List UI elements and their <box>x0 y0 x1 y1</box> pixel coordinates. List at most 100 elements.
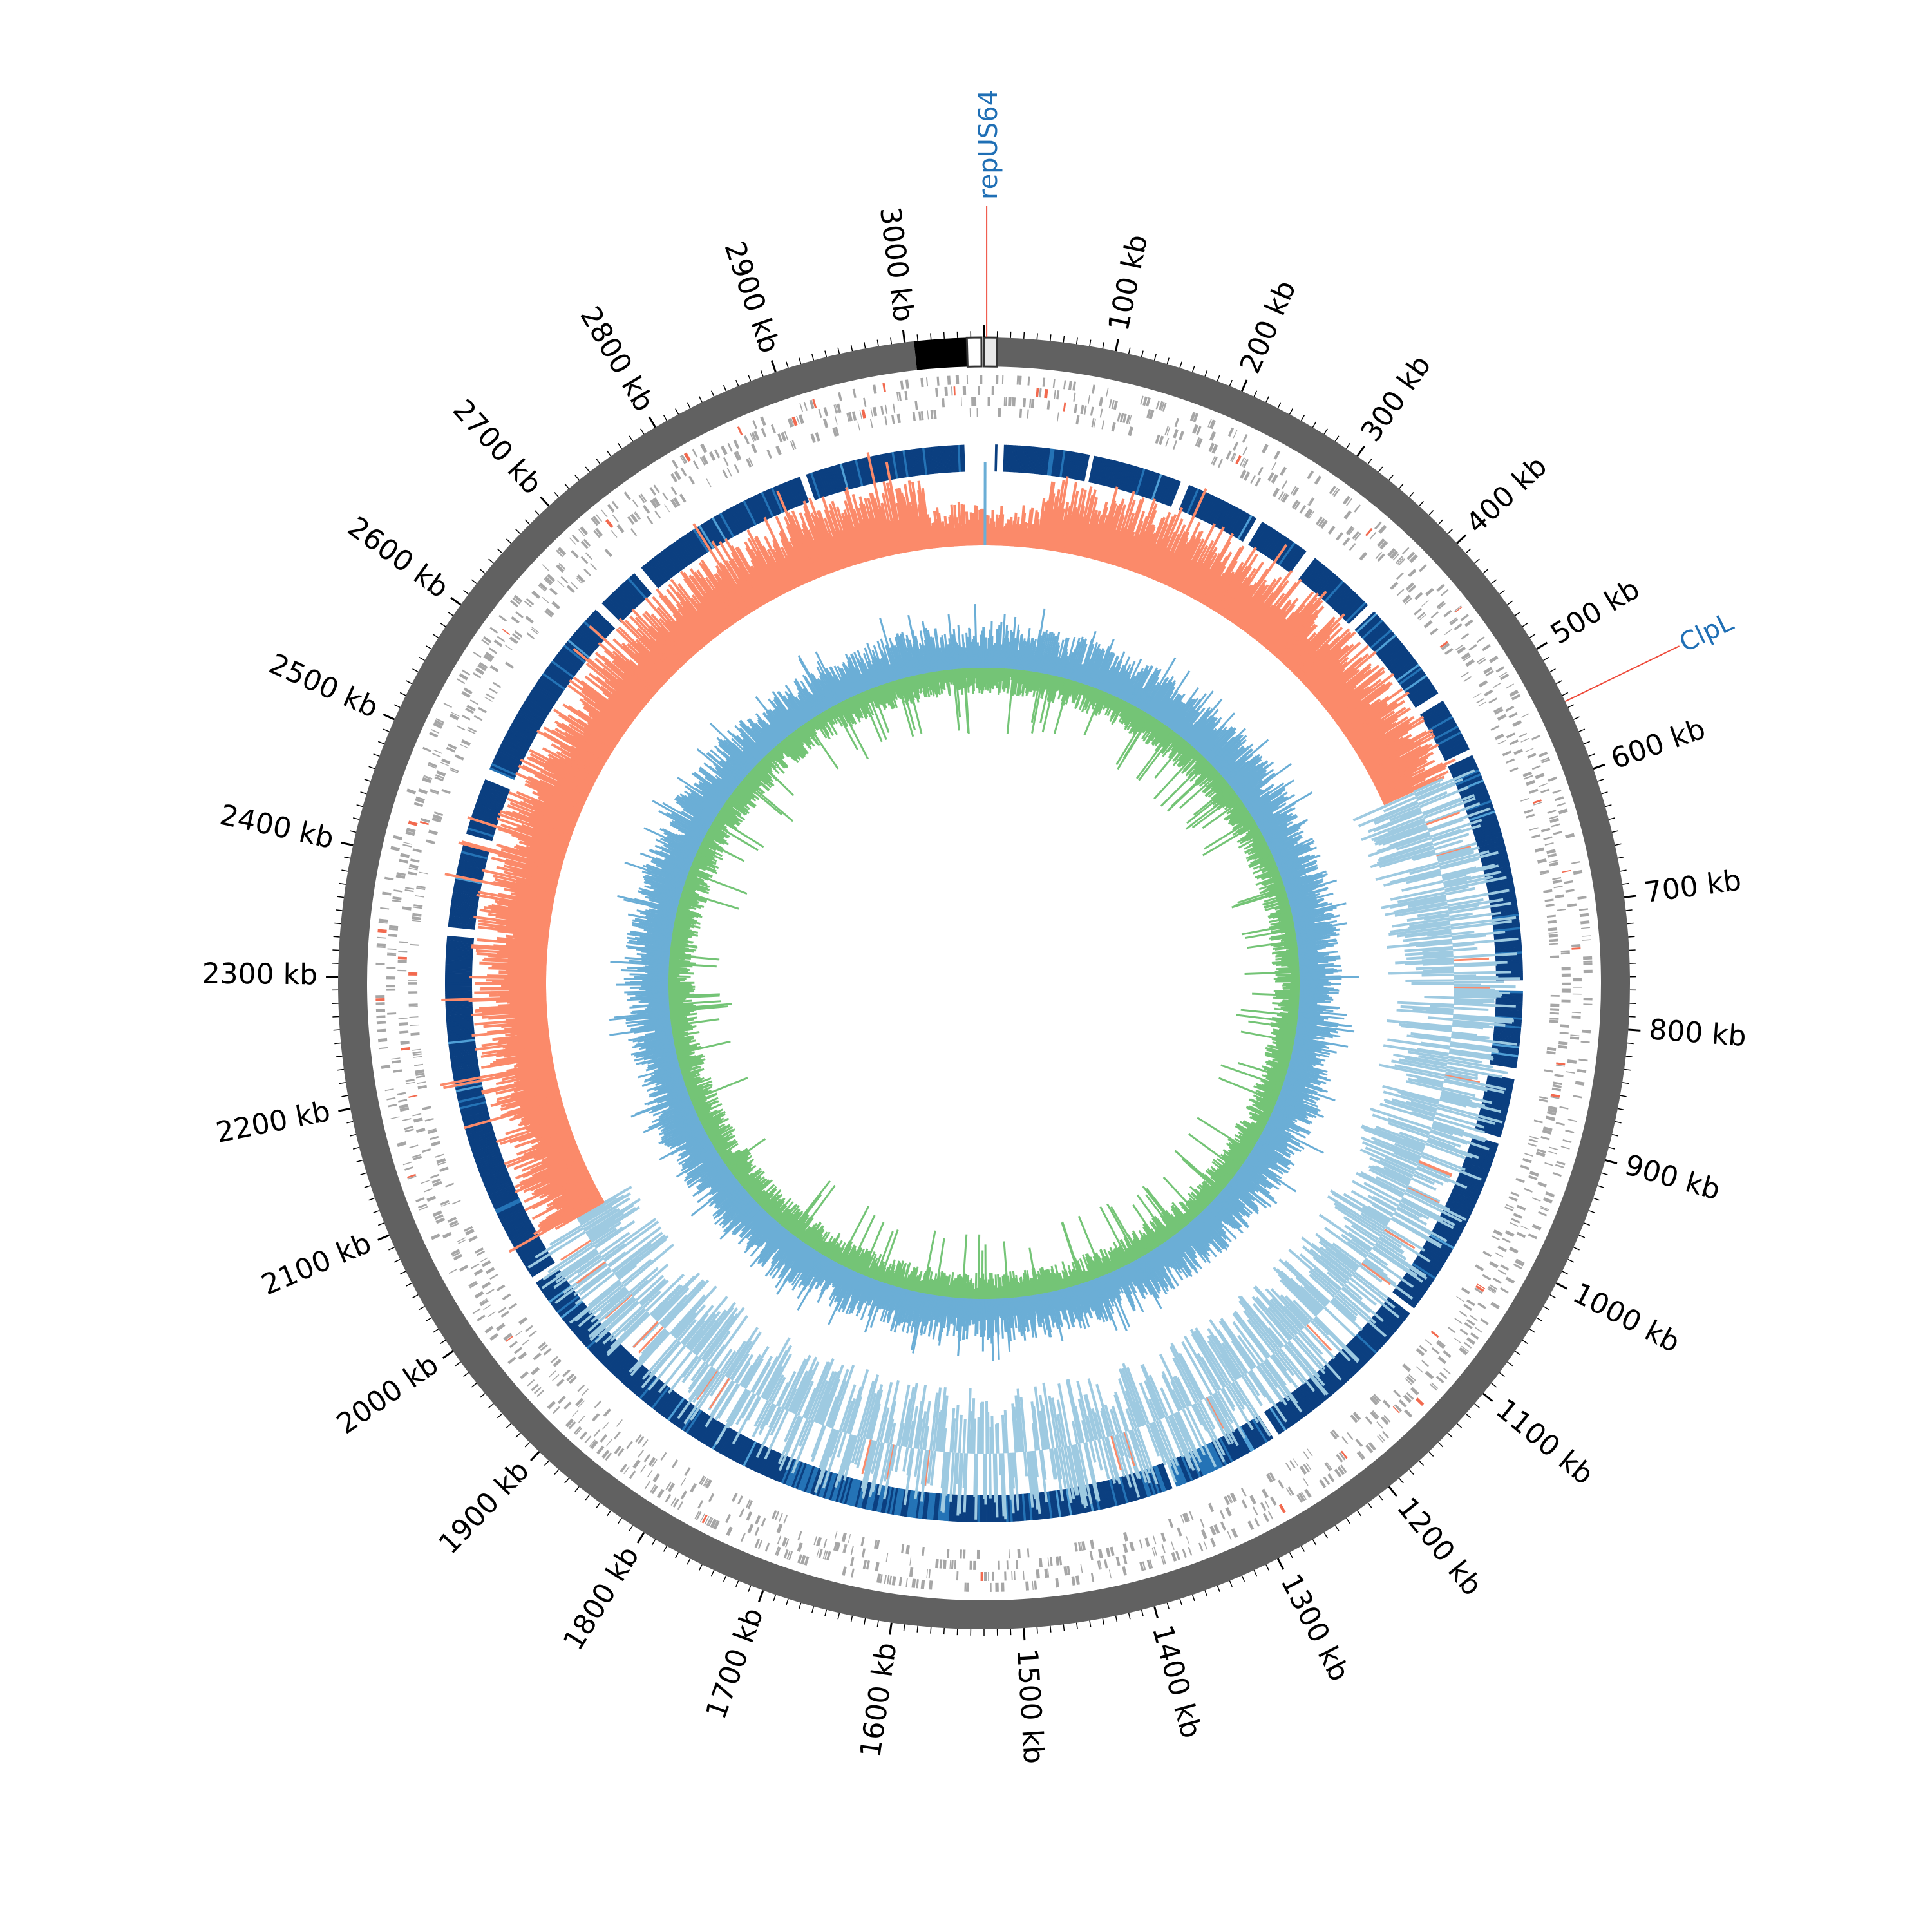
gene-feature <box>1376 1421 1384 1429</box>
gene-feature <box>600 1434 608 1443</box>
gene-feature <box>757 1540 763 1549</box>
gene-feature <box>433 814 442 820</box>
minor-tick <box>1456 1423 1463 1428</box>
homology-block <box>450 907 478 913</box>
homology-block <box>752 495 767 521</box>
gene-feature <box>812 399 817 408</box>
gc-skew-positive <box>1281 624 1318 664</box>
homology-block <box>880 453 889 481</box>
minor-tick <box>1265 1564 1269 1571</box>
gene-feature <box>1490 1302 1500 1309</box>
homology-block <box>587 616 610 636</box>
homology-block <box>527 1255 552 1272</box>
gene-feature <box>465 1228 475 1236</box>
homology-block <box>737 503 752 529</box>
gene-feature <box>399 1030 409 1034</box>
gene-feature <box>1583 956 1593 960</box>
homology-block <box>1157 1464 1169 1491</box>
homology-block <box>1402 672 1426 690</box>
major-tick <box>377 1234 390 1241</box>
gc-skew-positive <box>1312 667 1345 697</box>
minor-tick <box>406 680 412 685</box>
gene-feature <box>435 1153 444 1158</box>
gc-skew-positive <box>1341 688 1403 733</box>
gene-feature <box>415 1069 424 1074</box>
homology-block <box>493 759 519 773</box>
gene-feature <box>1108 1569 1112 1579</box>
gene-feature <box>1555 1164 1565 1169</box>
homology-block <box>1313 570 1332 593</box>
gc-skew-negative <box>1437 851 1475 863</box>
gc-skew-negative <box>1410 871 1442 882</box>
homology-block <box>1032 1493 1037 1520</box>
gc-skew-positive <box>1119 497 1145 568</box>
homology-block <box>1260 529 1278 554</box>
gene-feature <box>1549 815 1558 820</box>
gene-feature <box>642 504 650 514</box>
gc-skew-negative <box>1374 804 1420 825</box>
homology-block <box>1065 451 1073 478</box>
gene-feature <box>926 1569 928 1578</box>
gene-feature <box>412 913 422 917</box>
minor-tick <box>1465 1413 1472 1419</box>
homology-block <box>696 526 713 551</box>
homology-block <box>629 1368 649 1391</box>
homology-block <box>1454 1184 1480 1198</box>
gene-feature <box>1509 1246 1519 1254</box>
gene-feature <box>1017 1549 1021 1558</box>
gene-feature <box>1091 418 1095 428</box>
gc-skew-positive <box>1070 516 1081 554</box>
gc-skew-negative <box>902 1446 909 1472</box>
gc-skew-negative <box>998 1453 1002 1476</box>
homology-block <box>477 1159 504 1171</box>
gene-feature <box>1497 1245 1507 1253</box>
gc-skew-negative <box>1428 807 1491 831</box>
homology-block <box>1267 535 1285 559</box>
gc-skew-positive <box>1189 560 1212 598</box>
homology-block <box>1394 660 1417 679</box>
homology-block <box>563 644 586 663</box>
homology-block <box>1151 473 1162 500</box>
gene-feature <box>1522 1157 1532 1164</box>
gene-feature <box>518 1352 527 1360</box>
minor-tick <box>1063 336 1065 343</box>
gene-feature <box>1224 1495 1230 1506</box>
gene-feature <box>1334 1468 1342 1478</box>
minor-tick <box>1622 882 1629 885</box>
gene-feature <box>637 1435 645 1444</box>
homology-block <box>1400 669 1424 687</box>
gc-skew-positive <box>1123 511 1146 569</box>
gene-feature <box>1090 406 1094 416</box>
homology-block <box>913 448 920 476</box>
minor-tick <box>352 1146 360 1150</box>
gc-skew-positive <box>1369 744 1428 778</box>
gene-feature <box>1477 656 1486 663</box>
gene-feature <box>386 988 396 991</box>
gene-feature <box>1463 655 1472 661</box>
gene-feature <box>1380 1416 1389 1425</box>
homology-block <box>760 1449 774 1475</box>
gene-feature <box>1475 1285 1484 1292</box>
homology-block <box>715 515 732 540</box>
homology-block <box>476 1155 503 1167</box>
gc-skew-positive <box>1305 643 1354 688</box>
minor-tick <box>1300 1546 1305 1552</box>
homology-block <box>1493 1026 1522 1032</box>
minor-tick <box>1597 779 1604 782</box>
homology-block <box>1293 1390 1312 1414</box>
gc-skew-positive <box>1329 670 1385 715</box>
homology-block <box>480 787 507 800</box>
minor-tick <box>440 622 446 627</box>
homology-block <box>1333 1356 1354 1378</box>
gc-skew-spike <box>1454 957 1490 961</box>
minor-tick <box>1629 949 1636 951</box>
gc-skew-positive <box>1361 736 1405 764</box>
gene-feature <box>430 788 439 793</box>
homology-block <box>1122 464 1133 491</box>
gc-skew-negative <box>1413 778 1443 793</box>
gene-feature <box>803 401 808 411</box>
gc-skew-positive <box>1217 565 1249 614</box>
gene-feature <box>1232 441 1239 451</box>
homology-block <box>1475 831 1502 842</box>
gene-feature <box>991 386 994 395</box>
